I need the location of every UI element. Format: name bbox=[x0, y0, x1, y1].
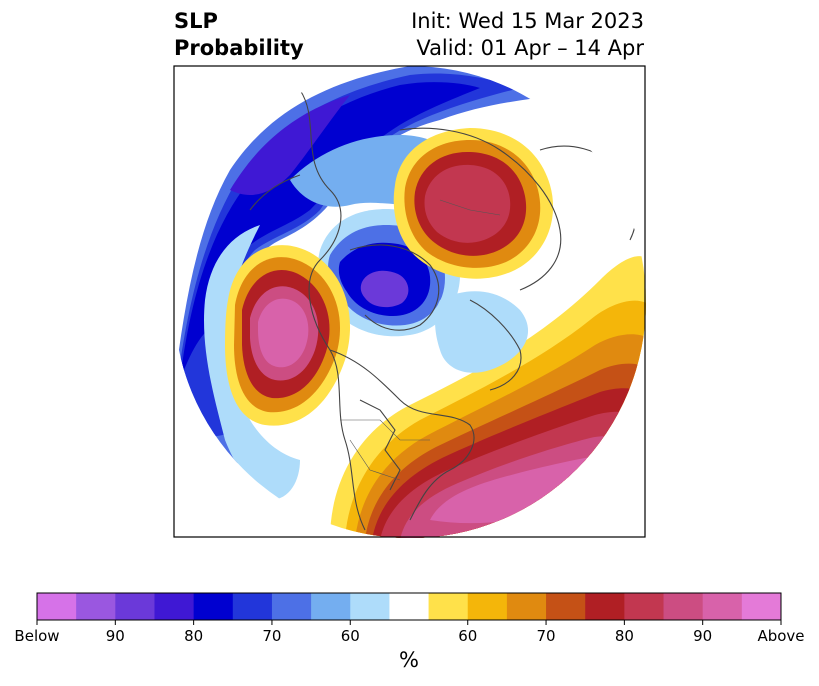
colorbar-tick-label: Below bbox=[14, 627, 60, 645]
chart-title: SLP Probability bbox=[174, 8, 304, 62]
init-date: Init: Wed 15 Mar 2023 bbox=[411, 9, 644, 33]
colorbar-tick-label: 90 bbox=[693, 627, 713, 645]
colorbar-cell bbox=[232, 593, 273, 620]
title-variable: SLP bbox=[174, 9, 218, 33]
colorbar-cell bbox=[154, 593, 195, 620]
colorbar-tick-label: 80 bbox=[614, 627, 634, 645]
map-field bbox=[174, 66, 646, 538]
colorbar-cell bbox=[193, 593, 234, 620]
region-below-60-ring bbox=[204, 225, 300, 500]
colorbar-tick-label: 60 bbox=[458, 627, 478, 645]
colorbar-cell bbox=[37, 593, 77, 620]
colorbar-cell bbox=[585, 593, 625, 620]
colorbar-cells bbox=[37, 593, 782, 620]
colorbar-cell bbox=[506, 593, 547, 620]
colorbar-cell bbox=[741, 593, 782, 620]
colorbar-tick-label: 60 bbox=[340, 627, 360, 645]
colorbar-cell bbox=[115, 593, 155, 620]
colorbar-tick-label: 80 bbox=[184, 627, 204, 645]
colorbar-tick-label: Above bbox=[757, 627, 805, 645]
colorbar-cell bbox=[76, 593, 116, 620]
colorbar-cell bbox=[311, 593, 351, 620]
colorbar-cell bbox=[546, 593, 586, 620]
colorbar-cell bbox=[350, 593, 390, 620]
colorbar-tick-label: 70 bbox=[262, 627, 282, 645]
chart-subtitle: Init: Wed 15 Mar 2023 Valid: 01 Apr – 14… bbox=[411, 8, 644, 62]
region-below-north-atlantic-60 bbox=[435, 291, 529, 373]
colorbar-tick-label: 70 bbox=[536, 627, 556, 645]
colorbar-cell bbox=[271, 593, 312, 620]
colorbar-cell bbox=[467, 593, 508, 620]
valid-period: Valid: 01 Apr – 14 Apr bbox=[416, 36, 644, 60]
region-above-gulf-alaska-peak bbox=[258, 298, 309, 368]
region-below-north-pacific-core bbox=[180, 82, 480, 380]
region-above-siberia-90 bbox=[424, 164, 511, 243]
colorbar-cell bbox=[663, 593, 704, 620]
region-below-greenland-peak bbox=[360, 270, 409, 308]
colorbar-tick-label: 90 bbox=[105, 627, 125, 645]
colorbar-cell bbox=[389, 593, 430, 620]
title-field: Probability bbox=[174, 36, 304, 60]
colorbar-cell bbox=[428, 593, 469, 620]
colorbar-cell bbox=[702, 593, 743, 620]
colorbar-frame bbox=[36, 592, 782, 621]
colorbar-cell bbox=[624, 593, 665, 620]
region-below-alaska-core bbox=[230, 95, 350, 195]
colorbar-unit: % bbox=[399, 648, 419, 672]
map-frame bbox=[173, 65, 646, 538]
colorbar-ticks bbox=[36, 620, 782, 625]
